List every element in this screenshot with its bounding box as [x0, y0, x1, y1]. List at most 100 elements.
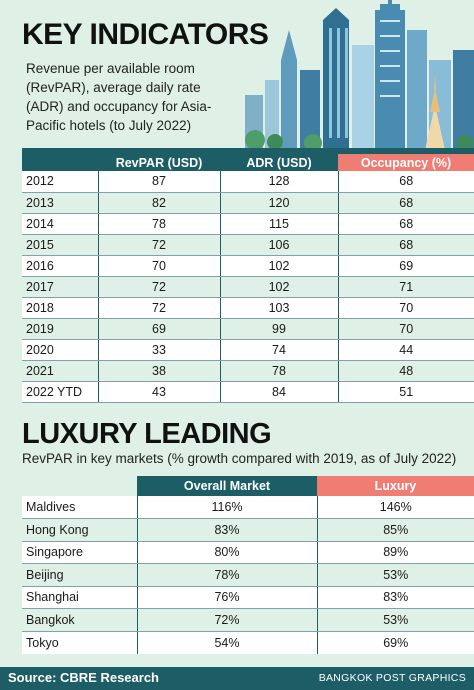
- table-row: 2012 87 128 68: [22, 171, 474, 193]
- luxury-cell: 53%: [316, 563, 474, 587]
- footer-bar: Source: CBRE Research BANGKOK POST GRAPH…: [0, 667, 474, 690]
- revpar-cell: 78: [97, 213, 220, 235]
- section-title: LUXURY LEADING: [22, 418, 272, 450]
- occupancy-cell: 71: [337, 276, 474, 298]
- adr-cell: 120: [219, 192, 338, 214]
- occupancy-cell: 70: [337, 318, 474, 340]
- revpar-cell: 72: [97, 297, 220, 319]
- year-cell: 2014: [22, 213, 98, 235]
- table-header-row: Overall Market Luxury: [22, 476, 474, 496]
- luxury-cell: 89%: [316, 541, 474, 564]
- market-cell: Maldives: [22, 496, 137, 519]
- occupancy-column-header: Occupancy (%): [338, 148, 474, 171]
- luxury-cell: 146%: [316, 496, 474, 519]
- table-row: Maldives 116% 146%: [22, 496, 474, 519]
- overall-market-cell: 76%: [136, 586, 317, 609]
- adr-cell: 74: [219, 339, 338, 361]
- market-column-header: [22, 476, 137, 496]
- year-cell: 2015: [22, 234, 98, 256]
- table-row: 2013 82 120 68: [22, 192, 474, 214]
- adr-cell: 128: [219, 171, 338, 193]
- table-row: 2020 33 74 44: [22, 339, 474, 361]
- luxury-cell: 83%: [316, 586, 474, 609]
- overall-market-column-header: Overall Market: [137, 476, 317, 496]
- revpar-cell: 38: [97, 360, 220, 382]
- year-column-header: [22, 148, 98, 171]
- luxury-leading-table: Overall Market Luxury Maldives 116% 146% Ho…: [22, 476, 474, 654]
- occupancy-cell: 48: [337, 360, 474, 382]
- page-title: KEY INDICATORS: [22, 18, 269, 51]
- revpar-column-header: RevPAR (USD): [98, 148, 220, 171]
- revpar-cell: 33: [97, 339, 220, 361]
- table-row: Bangkok 72% 53%: [22, 608, 474, 632]
- revpar-cell: 72: [97, 234, 220, 256]
- revpar-cell: 43: [97, 381, 220, 403]
- page-subtitle: Revenue per available room (RevPAR), ave…: [26, 61, 212, 133]
- luxury-cell: 85%: [316, 518, 474, 542]
- market-cell: Beijing: [22, 563, 137, 587]
- market-cell: Singapore: [22, 541, 137, 564]
- year-cell: 2013: [22, 192, 98, 214]
- market-cell: Bangkok: [22, 608, 137, 632]
- year-cell: 2019: [22, 318, 98, 340]
- occupancy-cell: 69: [337, 255, 474, 277]
- table-row: 2021 38 78 48: [22, 360, 474, 382]
- table-row: Hong Kong 83% 85%: [22, 518, 474, 542]
- revpar-cell: 87: [97, 171, 220, 193]
- table-row: 2016 70 102 69: [22, 255, 474, 277]
- market-cell: Tokyo: [22, 631, 137, 654]
- table-row: 2014 78 115 68: [22, 213, 474, 235]
- table-row: Tokyo 54% 69%: [22, 631, 474, 654]
- adr-cell: 102: [219, 255, 338, 277]
- year-cell: 2016: [22, 255, 98, 277]
- table-row: 2015 72 106 68: [22, 234, 474, 256]
- table-row: 2018 72 103 70: [22, 297, 474, 319]
- year-cell: 2020: [22, 339, 98, 361]
- table-row: 2022 YTD 43 84 51: [22, 381, 474, 403]
- adr-column-header: ADR (USD): [220, 148, 338, 171]
- occupancy-cell: 68: [337, 213, 474, 235]
- market-cell: Shanghai: [22, 586, 137, 609]
- overall-market-cell: 72%: [136, 608, 317, 632]
- adr-cell: 84: [219, 381, 338, 403]
- table-row: Shanghai 76% 83%: [22, 586, 474, 609]
- city-skyline-illustration: [245, 0, 474, 150]
- adr-cell: 99: [219, 318, 338, 340]
- occupancy-cell: 68: [337, 234, 474, 256]
- adr-cell: 102: [219, 276, 338, 298]
- adr-cell: 78: [219, 360, 338, 382]
- occupancy-cell: 68: [337, 192, 474, 214]
- table-row: 2019 69 99 70: [22, 318, 474, 340]
- overall-market-cell: 54%: [136, 631, 317, 654]
- revpar-cell: 82: [97, 192, 220, 214]
- table-row: Singapore 80% 89%: [22, 541, 474, 564]
- occupancy-cell: 70: [337, 297, 474, 319]
- adr-cell: 103: [219, 297, 338, 319]
- market-cell: Hong Kong: [22, 518, 137, 542]
- key-indicators-table: RevPAR (USD) ADR (USD) Occupancy (%) 201…: [22, 148, 474, 403]
- table-row: Beijing 78% 53%: [22, 563, 474, 587]
- graphics-credit: BANGKOK POST GRAPHICS: [318, 672, 466, 684]
- table-header-row: RevPAR (USD) ADR (USD) Occupancy (%): [22, 148, 474, 171]
- year-cell: 2018: [22, 297, 98, 319]
- overall-market-cell: 80%: [136, 541, 317, 564]
- luxury-cell: 69%: [316, 631, 474, 654]
- year-cell: 2022 YTD: [22, 381, 98, 403]
- source-note: Source: CBRE Research: [8, 670, 159, 685]
- adr-cell: 115: [219, 213, 338, 235]
- year-cell: 2021: [22, 360, 98, 382]
- adr-cell: 106: [219, 234, 338, 256]
- revpar-cell: 72: [97, 276, 220, 298]
- section-subtitle: RevPAR in key markets (% growth compared…: [22, 451, 457, 466]
- occupancy-cell: 44: [337, 339, 474, 361]
- revpar-cell: 70: [97, 255, 220, 277]
- year-cell: 2017: [22, 276, 98, 298]
- luxury-cell: 53%: [316, 608, 474, 632]
- occupancy-cell: 68: [337, 171, 474, 193]
- table-row: 2017 72 102 71: [22, 276, 474, 298]
- occupancy-cell: 51: [337, 381, 474, 403]
- luxury-column-header: Luxury: [317, 476, 474, 496]
- overall-market-cell: 83%: [136, 518, 317, 542]
- overall-market-cell: 116%: [136, 496, 317, 519]
